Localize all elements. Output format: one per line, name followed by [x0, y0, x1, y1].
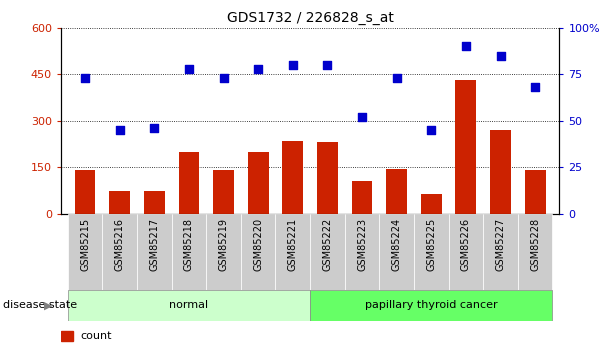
Point: [426, 127, 436, 133]
Bar: [241, 214, 275, 290]
Text: normal: normal: [170, 300, 209, 310]
Bar: [206, 214, 241, 290]
Text: GSM85218: GSM85218: [184, 218, 194, 271]
Bar: [275, 214, 310, 290]
Title: GDS1732 / 226828_s_at: GDS1732 / 226828_s_at: [227, 11, 393, 25]
Bar: [213, 170, 234, 214]
Point: [461, 43, 471, 49]
Text: GSM85215: GSM85215: [80, 218, 90, 271]
Bar: [379, 214, 414, 290]
Text: GSM85222: GSM85222: [322, 218, 333, 271]
Text: ▶: ▶: [44, 300, 53, 310]
Text: GSM85225: GSM85225: [426, 218, 437, 271]
Point: [288, 62, 298, 68]
Point: [357, 114, 367, 120]
Bar: [179, 152, 199, 214]
Bar: [345, 214, 379, 290]
Bar: [247, 152, 269, 214]
Point: [219, 75, 229, 81]
Bar: [67, 214, 102, 290]
Point: [496, 53, 505, 58]
Text: GSM85228: GSM85228: [530, 218, 540, 271]
Bar: [317, 142, 338, 214]
Bar: [310, 290, 553, 321]
Bar: [137, 214, 171, 290]
Point: [254, 66, 263, 71]
Bar: [67, 290, 310, 321]
Text: GSM85226: GSM85226: [461, 218, 471, 271]
Bar: [518, 214, 553, 290]
Bar: [421, 194, 441, 214]
Bar: [282, 141, 303, 214]
Point: [392, 75, 401, 81]
Bar: [144, 190, 165, 214]
Point: [150, 126, 159, 131]
Bar: [490, 130, 511, 214]
Bar: [449, 214, 483, 290]
Text: GSM85219: GSM85219: [218, 218, 229, 271]
Point: [80, 75, 90, 81]
Text: GSM85217: GSM85217: [150, 218, 159, 271]
Text: GSM85216: GSM85216: [115, 218, 125, 271]
Text: GSM85224: GSM85224: [392, 218, 402, 271]
Text: GSM85221: GSM85221: [288, 218, 298, 271]
Bar: [109, 190, 130, 214]
Text: GSM85223: GSM85223: [357, 218, 367, 271]
Text: GSM85227: GSM85227: [496, 218, 505, 271]
Text: disease state: disease state: [3, 300, 77, 310]
Bar: [310, 214, 345, 290]
Point: [530, 85, 540, 90]
Text: papillary thyroid cancer: papillary thyroid cancer: [365, 300, 497, 310]
Bar: [414, 214, 449, 290]
Bar: [525, 170, 545, 214]
Bar: [455, 80, 476, 214]
Text: GSM85220: GSM85220: [253, 218, 263, 271]
Point: [184, 66, 194, 71]
Point: [115, 127, 125, 133]
Bar: [75, 170, 95, 214]
Bar: [171, 214, 206, 290]
Bar: [483, 214, 518, 290]
Bar: [351, 181, 372, 214]
Point: [322, 62, 332, 68]
Bar: [386, 169, 407, 214]
Bar: [102, 214, 137, 290]
Text: count: count: [80, 331, 112, 341]
Bar: [61, 331, 73, 341]
